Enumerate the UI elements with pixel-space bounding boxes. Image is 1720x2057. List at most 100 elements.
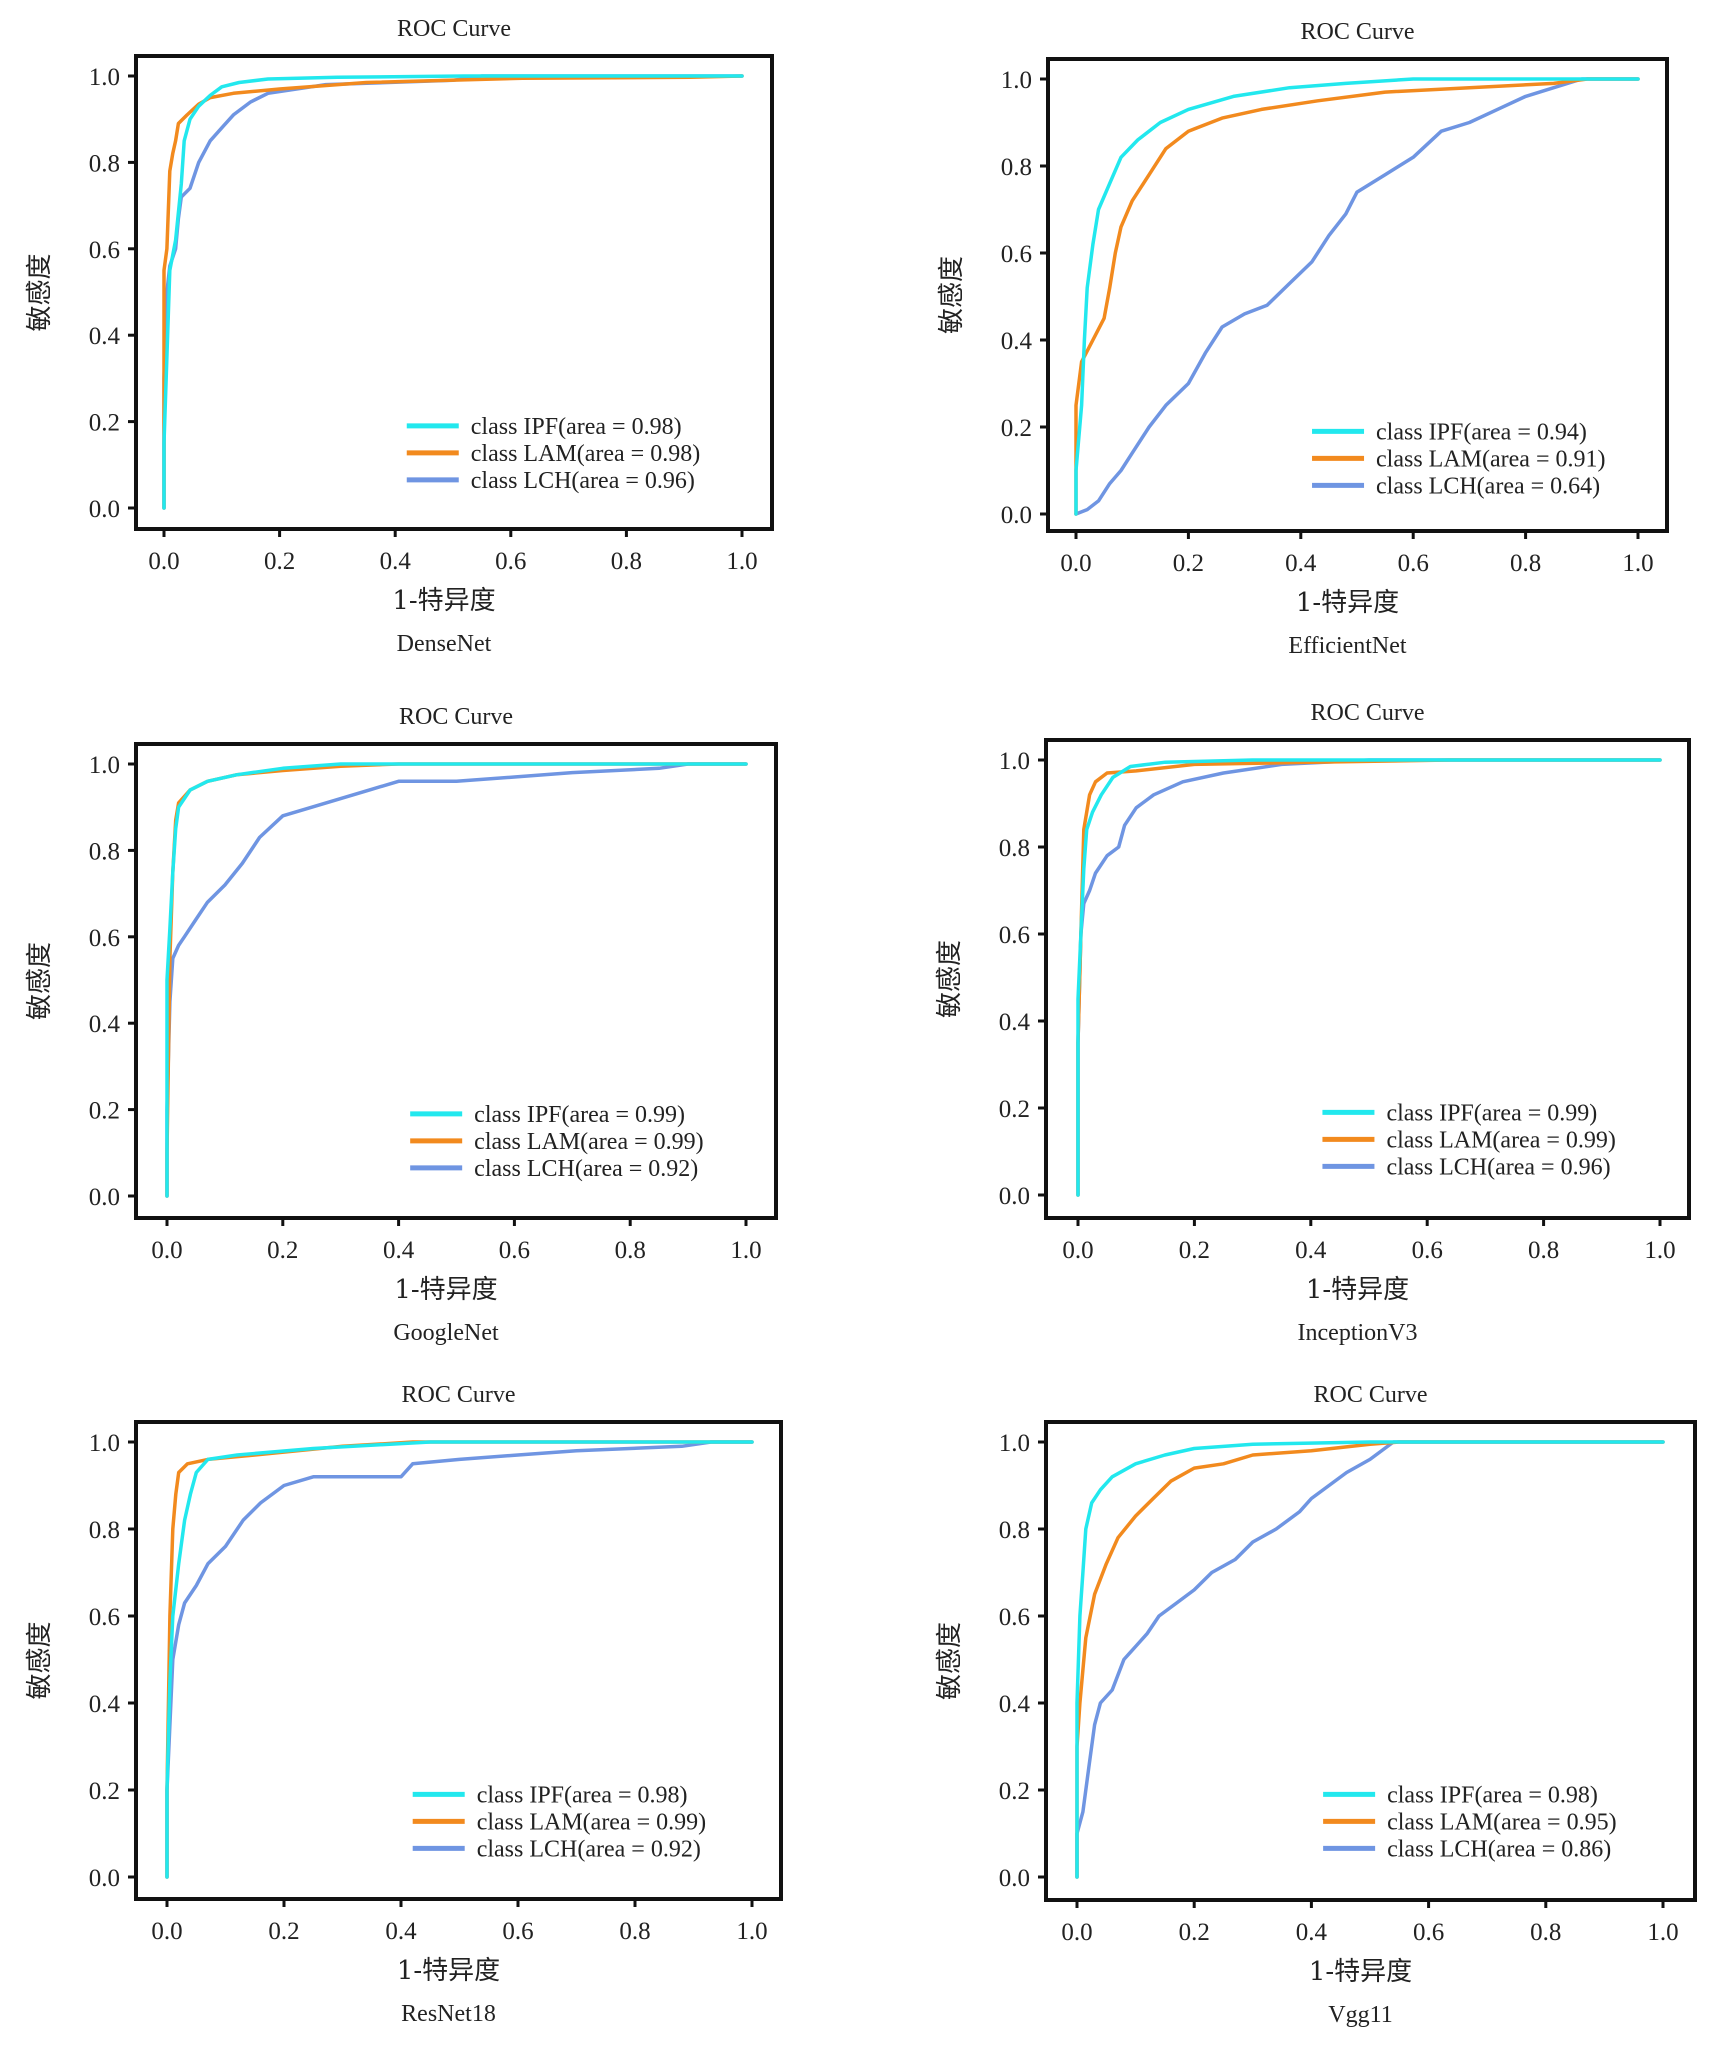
legend-label-ipf: class IPF(area = 0.98) xyxy=(477,1782,688,1808)
x-tick-label: 0.6 xyxy=(499,1237,530,1264)
roc-line-ipf xyxy=(162,74,744,510)
x-tick-label: 0.6 xyxy=(1413,1919,1444,1946)
y-tick-label: 0.0 xyxy=(89,1184,120,1211)
roc-line-lch xyxy=(165,762,748,1198)
y-axis-label: 敏感度 xyxy=(935,1622,965,1700)
x-tick-label: 1.0 xyxy=(736,1918,767,1945)
model-caption: Vgg11 xyxy=(1328,2002,1392,2028)
x-tick-label: 0.2 xyxy=(1179,1237,1210,1264)
roc-panel-efficientnet: ROC Curve 0.0 0.2 0.4 0.6 0.8 1.0 0.0 0.2 0.4 0.6 0… xyxy=(937,19,1669,659)
chart-title: ROC Curve xyxy=(1311,700,1425,726)
x-tick-label: 0.8 xyxy=(1510,550,1541,577)
y-tick-label: 0.2 xyxy=(999,1778,1030,1805)
y-tick-label: 0.6 xyxy=(999,922,1030,949)
x-tick-label: 0.8 xyxy=(619,1918,650,1945)
x-tick-label: 0.0 xyxy=(1062,1237,1093,1264)
model-caption: GoogleNet xyxy=(393,1320,499,1346)
roc-line-lam xyxy=(1074,77,1640,516)
roc-panel-googlenet: ROC Curve 0.0 0.2 0.4 0.6 0.8 1.0 0.0 0.2 0.4 0.6 0… xyxy=(25,704,778,1346)
x-axis-label: 1-特异度 xyxy=(397,1956,500,1986)
legend-label-lam: class LAM(area = 0.98) xyxy=(471,441,700,467)
roc-line-lam xyxy=(1075,1440,1665,1879)
legend-label-lch: class LCH(area = 0.92) xyxy=(474,1156,698,1182)
x-tick-label: 1.0 xyxy=(1647,1919,1678,1946)
chart-title: ROC Curve xyxy=(1314,1382,1428,1408)
x-tick-label: 0.8 xyxy=(1530,1919,1561,1946)
x-tick-label: 0.4 xyxy=(383,1237,415,1264)
legend-label-lch: class LCH(area = 0.96) xyxy=(471,468,695,494)
roc-line-ipf xyxy=(165,762,748,1198)
model-caption: EfficientNet xyxy=(1288,633,1407,659)
roc-panel-inceptionv3: ROC Curve 0.0 0.2 0.4 0.6 0.8 1.0 0.0 0.2 0.4 0.6 0… xyxy=(935,700,1691,1346)
y-tick-label: 0.8 xyxy=(89,150,120,177)
x-tick-label: 0.2 xyxy=(264,548,295,575)
model-caption: InceptionV3 xyxy=(1298,1320,1418,1346)
roc-line-ipf xyxy=(1074,77,1640,516)
roc-line-ipf xyxy=(165,1440,754,1879)
y-axis-label: 敏感度 xyxy=(25,942,55,1020)
y-tick-label: 0.2 xyxy=(89,410,120,437)
legend-label-ipf: class IPF(area = 0.99) xyxy=(474,1102,685,1128)
roc-line-ipf xyxy=(1075,1440,1665,1879)
roc-panel-vgg11: ROC Curve 0.0 0.2 0.4 0.6 0.8 1.0 0.0 0.2 0.4 0.6 0… xyxy=(935,1382,1697,2028)
roc-line-lch xyxy=(1074,77,1640,516)
y-tick-label: 0.8 xyxy=(89,838,120,865)
y-tick-label: 0.0 xyxy=(999,1865,1030,1892)
legend-label-lam: class LAM(area = 0.95) xyxy=(1387,1809,1616,1835)
x-tick-label: 0.8 xyxy=(615,1237,646,1264)
y-tick-label: 0.6 xyxy=(1001,241,1032,268)
x-axis-label: 1-特异度 xyxy=(1296,588,1399,618)
legend-label-ipf: class IPF(area = 0.98) xyxy=(471,414,682,440)
x-tick-label: 0.8 xyxy=(1528,1237,1559,1264)
roc-line-lch xyxy=(1075,1440,1665,1879)
x-tick-label: 0.6 xyxy=(495,548,526,575)
legend-label-lam: class LAM(area = 0.99) xyxy=(474,1129,703,1155)
y-axis-label: 敏感度 xyxy=(25,253,55,331)
model-caption: ResNet18 xyxy=(401,2001,496,2027)
y-tick-label: 0.8 xyxy=(1001,154,1032,181)
y-tick-label: 1.0 xyxy=(999,748,1030,775)
x-tick-label: 0.0 xyxy=(151,1918,182,1945)
y-tick-label: 0.6 xyxy=(999,1604,1030,1631)
chart-title: ROC Curve xyxy=(397,16,511,42)
y-tick-label: 0.4 xyxy=(89,323,121,350)
x-tick-label: 0.4 xyxy=(385,1918,417,1945)
legend-label-lam: class LAM(area = 0.91) xyxy=(1376,446,1605,472)
x-tick-label: 0.6 xyxy=(1412,1237,1443,1264)
y-tick-label: 0.4 xyxy=(89,1011,121,1038)
legend-label-lch: class LCH(area = 0.92) xyxy=(477,1836,701,1862)
chart-title: ROC Curve xyxy=(1301,19,1415,45)
y-tick-label: 0.4 xyxy=(89,1691,121,1718)
x-tick-label: 0.6 xyxy=(1398,550,1429,577)
x-tick-label: 0.4 xyxy=(1285,550,1317,577)
y-tick-label: 0.6 xyxy=(89,1604,120,1631)
y-axis-label: 敏感度 xyxy=(937,256,967,334)
x-tick-label: 0.2 xyxy=(1179,1919,1210,1946)
x-axis-label: 1-特异度 xyxy=(392,586,495,616)
legend-label-ipf: class IPF(area = 0.94) xyxy=(1376,419,1587,445)
x-tick-label: 1.0 xyxy=(1644,1237,1675,1264)
x-tick-label: 0.0 xyxy=(1060,550,1091,577)
x-tick-label: 1.0 xyxy=(730,1237,761,1264)
y-tick-label: 0.0 xyxy=(89,496,120,523)
x-tick-label: 0.0 xyxy=(1061,1919,1092,1946)
roc-line-lch xyxy=(165,1440,754,1879)
y-tick-label: 1.0 xyxy=(89,1430,120,1457)
y-tick-label: 0.6 xyxy=(89,237,120,264)
plot-frame xyxy=(1046,57,1669,533)
x-tick-label: 1.0 xyxy=(1622,550,1653,577)
y-tick-label: 1.0 xyxy=(89,752,120,779)
legend-label-lam: class LAM(area = 0.99) xyxy=(477,1809,706,1835)
x-tick-label: 0.4 xyxy=(1296,1919,1328,1946)
y-tick-label: 0.4 xyxy=(999,1009,1031,1036)
x-tick-label: 0.8 xyxy=(611,548,642,575)
model-caption: DenseNet xyxy=(397,631,492,657)
x-tick-label: 0.0 xyxy=(148,548,179,575)
y-tick-label: 1.0 xyxy=(999,1430,1030,1457)
roc-line-lam xyxy=(162,74,744,510)
y-tick-label: 0.2 xyxy=(1001,415,1032,442)
y-tick-label: 0.2 xyxy=(999,1096,1030,1123)
chart-title: ROC Curve xyxy=(402,1382,516,1408)
legend-label-lch: class LCH(area = 0.64) xyxy=(1376,473,1600,499)
chart-title: ROC Curve xyxy=(399,704,513,730)
